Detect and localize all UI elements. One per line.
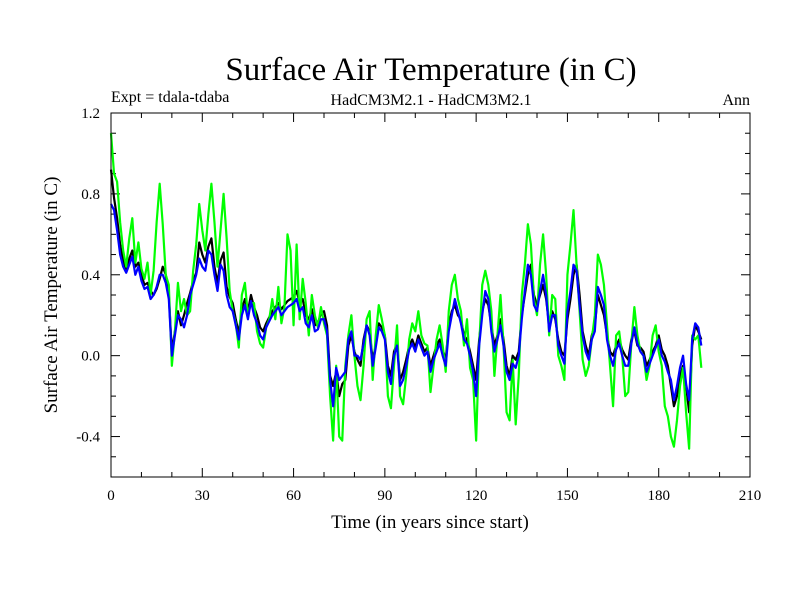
y-tick-label: 0.0 <box>81 349 100 365</box>
x-tick-label: 90 <box>377 488 392 504</box>
y-tick-label: -0.4 <box>76 430 100 446</box>
season-label: Ann <box>722 92 750 109</box>
y-tick-label: 1.2 <box>81 106 100 122</box>
plot-frame <box>110 112 751 478</box>
axis-ticks: 0 30 60 90 120 150 180 210 -0.4 0.0 0.4 0.8 1.2 <box>76 106 761 504</box>
y-axis-label: Surface Air Temperature (in C) <box>41 177 62 414</box>
x-axis-label: Time (in years since start) <box>331 512 529 533</box>
x-tick-label: 180 <box>647 488 670 504</box>
x-tick-label: 120 <box>465 488 488 504</box>
chart-title: Surface Air Temperature (in C) <box>225 52 636 88</box>
y-tick-label: 0.8 <box>81 187 100 203</box>
x-tick-label: 30 <box>195 488 210 504</box>
series-line-black <box>109 169 703 414</box>
y-tick-label: 0.4 <box>81 268 100 284</box>
experiment-label: Expt = tdala-tdaba <box>111 89 229 106</box>
data-series <box>109 133 703 450</box>
model-label: HadCM3M2.1 - HadCM3M2.1 <box>331 92 532 109</box>
x-tick-label: 60 <box>286 488 301 504</box>
series-line-green <box>109 133 703 450</box>
series-line-blue <box>110 203 703 408</box>
x-tick-label: 150 <box>556 488 579 504</box>
x-tick-label: 0 <box>107 488 115 504</box>
x-tick-label: 210 <box>739 488 762 504</box>
